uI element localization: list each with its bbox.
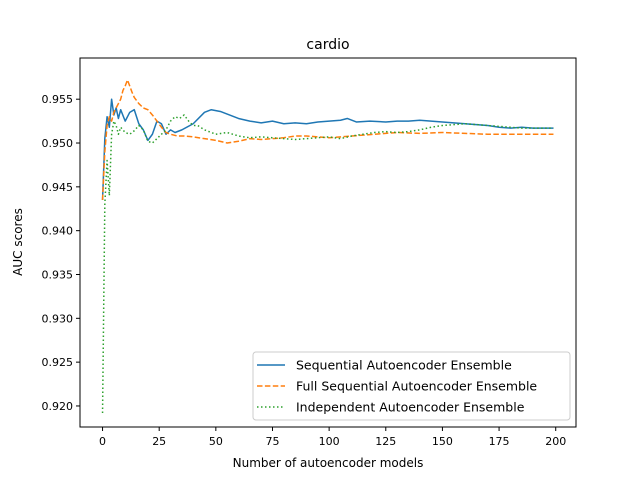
x-tick-label: 0 <box>99 435 106 448</box>
legend-label-1: Sequential Autoencoder Ensemble <box>296 358 512 373</box>
y-tick-label: 0.955 <box>42 93 74 106</box>
y-tick-label: 0.935 <box>42 268 74 281</box>
chart-title: cardio <box>306 37 349 53</box>
y-tick-label: 0.925 <box>42 356 74 369</box>
legend-label-2: Full Sequential Autoencoder Ensemble <box>296 379 537 394</box>
x-axis-label: Number of autoencoder models <box>233 456 424 470</box>
x-axis: 0 25 50 75 100 125 150 175 200 <box>99 427 566 448</box>
y-axis-label: AUC scores <box>11 208 25 276</box>
series-line-1 <box>101 98 554 201</box>
y-tick-label: 0.920 <box>42 400 74 413</box>
series-line-2 <box>101 79 554 201</box>
y-tick-label: 0.945 <box>42 181 74 194</box>
x-tick-label: 200 <box>545 435 566 448</box>
y-tick-label: 0.950 <box>42 137 74 150</box>
y-tick-label: 0.930 <box>42 312 74 325</box>
x-tick-label: 175 <box>489 435 510 448</box>
plot-frame <box>79 57 577 428</box>
legend-box <box>252 351 571 421</box>
series-layer <box>101 79 554 413</box>
x-tick-label: 125 <box>375 435 396 448</box>
series-line-3 <box>101 114 554 413</box>
legend-label-3: Independent Autoencoder Ensemble <box>296 400 525 415</box>
x-tick-label: 100 <box>319 435 340 448</box>
y-axis: 0.920 0.925 0.930 0.935 0.940 0.945 0.950 0.955 <box>42 93 80 413</box>
plot-area <box>101 79 554 413</box>
x-tick-label: 150 <box>432 435 453 448</box>
x-tick-label: 75 <box>265 435 279 448</box>
x-tick-label: 25 <box>152 435 166 448</box>
x-tick-label: 50 <box>209 435 223 448</box>
y-tick-label: 0.940 <box>42 225 74 238</box>
legend: Sequential Autoencoder Ensemble Full Sequ… <box>252 351 571 421</box>
